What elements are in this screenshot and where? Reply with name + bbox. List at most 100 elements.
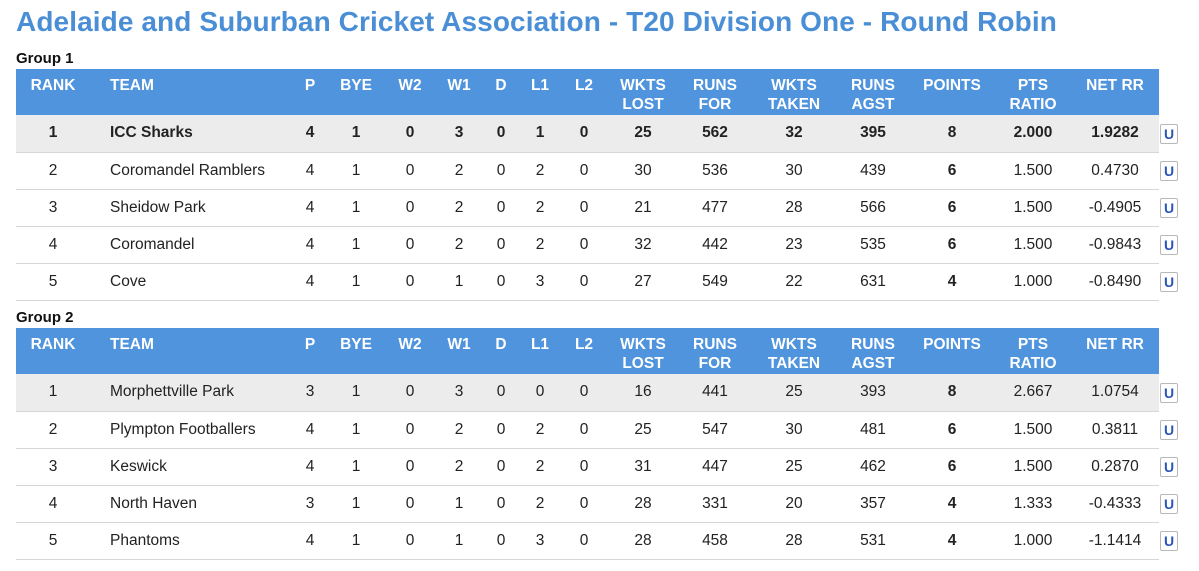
cell-w1: 1 bbox=[435, 485, 483, 523]
cell-bye: 1 bbox=[327, 263, 385, 301]
cell-l2: 0 bbox=[561, 115, 607, 153]
col-header-p[interactable]: P bbox=[304, 77, 316, 94]
cell-wkts-lost: 28 bbox=[607, 522, 679, 560]
cell-d: 0 bbox=[483, 448, 519, 486]
update-button[interactable]: U bbox=[1160, 272, 1178, 292]
cell-l2: 0 bbox=[561, 189, 607, 227]
cell-wkts-taken: 25 bbox=[751, 448, 837, 486]
group-label: Group 1 bbox=[16, 50, 74, 67]
cell-wkts-taken: 28 bbox=[751, 189, 837, 227]
cell-wkts-taken: 28 bbox=[751, 522, 837, 560]
col-header-runs-agst[interactable]: RUNS AGST bbox=[851, 77, 895, 113]
col-header-runs-for[interactable]: RUNS FOR bbox=[693, 77, 737, 113]
cell-team: Phantoms bbox=[90, 522, 293, 560]
col-header-net-rr[interactable]: NET RR bbox=[1086, 336, 1144, 353]
col-header-wkts-lost[interactable]: WKTS LOST bbox=[620, 336, 666, 372]
cell-net-rr: -0.9843 bbox=[1071, 226, 1159, 264]
cell-rank: 3 bbox=[16, 189, 90, 227]
cell-wkts-lost: 25 bbox=[607, 115, 679, 153]
cell-wkts-lost: 32 bbox=[607, 226, 679, 264]
cell-w1: 2 bbox=[435, 152, 483, 190]
col-header-wkts-lost[interactable]: WKTS LOST bbox=[620, 77, 666, 113]
cell-bye: 1 bbox=[327, 374, 385, 412]
cell-w2: 0 bbox=[385, 263, 435, 301]
cell-pts-ratio: 2.000 bbox=[995, 115, 1071, 153]
update-button[interactable]: U bbox=[1160, 198, 1178, 218]
cell-d: 0 bbox=[483, 263, 519, 301]
col-header-wkts-taken[interactable]: WKTS TAKEN bbox=[767, 77, 821, 113]
col-header-team[interactable]: TEAM bbox=[110, 77, 154, 94]
cell-net-rr: 0.3811 bbox=[1071, 411, 1159, 449]
col-header-team[interactable]: TEAM bbox=[110, 336, 154, 353]
col-header-w1[interactable]: W1 bbox=[447, 336, 471, 353]
cell-points: 8 bbox=[909, 115, 995, 153]
col-header-runs-agst[interactable]: RUNS AGST bbox=[851, 336, 895, 372]
col-header-w1[interactable]: W1 bbox=[447, 77, 471, 94]
cell-runs-agst: 631 bbox=[837, 263, 909, 301]
cell-wkts-lost: 31 bbox=[607, 448, 679, 486]
col-header-points[interactable]: POINTS bbox=[923, 77, 981, 94]
cell-bye: 1 bbox=[327, 226, 385, 264]
col-header-points[interactable]: POINTS bbox=[923, 336, 981, 353]
cell-runs-for: 477 bbox=[679, 189, 751, 227]
table-row: 5 Phantoms 4 1 0 1 0 3 0 28 458 28 531 4… bbox=[16, 522, 1159, 560]
cell-net-rr: -0.4905 bbox=[1071, 189, 1159, 227]
update-button[interactable]: U bbox=[1160, 161, 1178, 181]
cell-runs-for: 562 bbox=[679, 115, 751, 153]
cell-l2: 0 bbox=[561, 263, 607, 301]
col-header-rank[interactable]: RANK bbox=[30, 336, 76, 353]
cell-runs-agst: 393 bbox=[837, 374, 909, 412]
col-header-pts-ratio[interactable]: PTS RATIO bbox=[1009, 77, 1057, 113]
cell-pts-ratio: 1.000 bbox=[995, 522, 1071, 560]
cell-wkts-lost: 21 bbox=[607, 189, 679, 227]
col-header-l1[interactable]: L1 bbox=[530, 336, 550, 353]
cell-net-rr: -0.4333 bbox=[1071, 485, 1159, 523]
col-header-pts-ratio[interactable]: PTS RATIO bbox=[1009, 336, 1057, 372]
col-header-bye[interactable]: BYE bbox=[340, 336, 372, 353]
cell-w1: 1 bbox=[435, 522, 483, 560]
update-button[interactable]: U bbox=[1160, 420, 1178, 440]
cell-net-rr: 0.2870 bbox=[1071, 448, 1159, 486]
update-button[interactable]: U bbox=[1160, 494, 1178, 514]
cell-runs-for: 547 bbox=[679, 411, 751, 449]
cell-l1: 2 bbox=[519, 411, 561, 449]
cell-points: 6 bbox=[909, 448, 995, 486]
table-row: 2 Coromandel Ramblers 4 1 0 2 0 2 0 30 5… bbox=[16, 152, 1159, 190]
page-title: Adelaide and Suburban Cricket Associatio… bbox=[16, 6, 1057, 37]
update-button[interactable]: U bbox=[1160, 457, 1178, 477]
col-header-w2[interactable]: W2 bbox=[398, 336, 422, 353]
col-header-d[interactable]: D bbox=[495, 77, 507, 94]
cell-rank: 3 bbox=[16, 448, 90, 486]
cell-p: 4 bbox=[293, 115, 327, 153]
update-button[interactable]: U bbox=[1160, 235, 1178, 255]
cell-l1: 2 bbox=[519, 152, 561, 190]
col-header-runs-for[interactable]: RUNS FOR bbox=[693, 336, 737, 372]
col-header-w2[interactable]: W2 bbox=[398, 77, 422, 94]
cell-l1: 3 bbox=[519, 522, 561, 560]
update-button[interactable]: U bbox=[1160, 124, 1178, 144]
update-button[interactable]: U bbox=[1160, 531, 1178, 551]
col-header-d[interactable]: D bbox=[495, 336, 507, 353]
cell-wkts-lost: 16 bbox=[607, 374, 679, 412]
col-header-l2[interactable]: L2 bbox=[574, 77, 594, 94]
col-header-net-rr[interactable]: NET RR bbox=[1086, 77, 1144, 94]
col-header-wkts-taken[interactable]: WKTS TAKEN bbox=[767, 336, 821, 372]
cell-runs-agst: 531 bbox=[837, 522, 909, 560]
cell-wkts-lost: 30 bbox=[607, 152, 679, 190]
col-header-l2[interactable]: L2 bbox=[574, 336, 594, 353]
cell-w2: 0 bbox=[385, 411, 435, 449]
col-header-p[interactable]: P bbox=[304, 336, 316, 353]
cell-wkts-taken: 23 bbox=[751, 226, 837, 264]
table-row: 3 Keswick 4 1 0 2 0 2 0 31 447 25 462 6 … bbox=[16, 448, 1159, 486]
cell-bye: 1 bbox=[327, 189, 385, 227]
cell-points: 6 bbox=[909, 152, 995, 190]
cell-rank: 2 bbox=[16, 152, 90, 190]
update-button[interactable]: U bbox=[1160, 383, 1178, 403]
col-header-l1[interactable]: L1 bbox=[530, 77, 550, 94]
col-header-rank[interactable]: RANK bbox=[30, 77, 76, 94]
col-header-bye[interactable]: BYE bbox=[340, 77, 372, 94]
cell-l2: 0 bbox=[561, 448, 607, 486]
cell-l1: 2 bbox=[519, 189, 561, 227]
cell-wkts-lost: 25 bbox=[607, 411, 679, 449]
cell-team: Cove bbox=[90, 263, 293, 301]
